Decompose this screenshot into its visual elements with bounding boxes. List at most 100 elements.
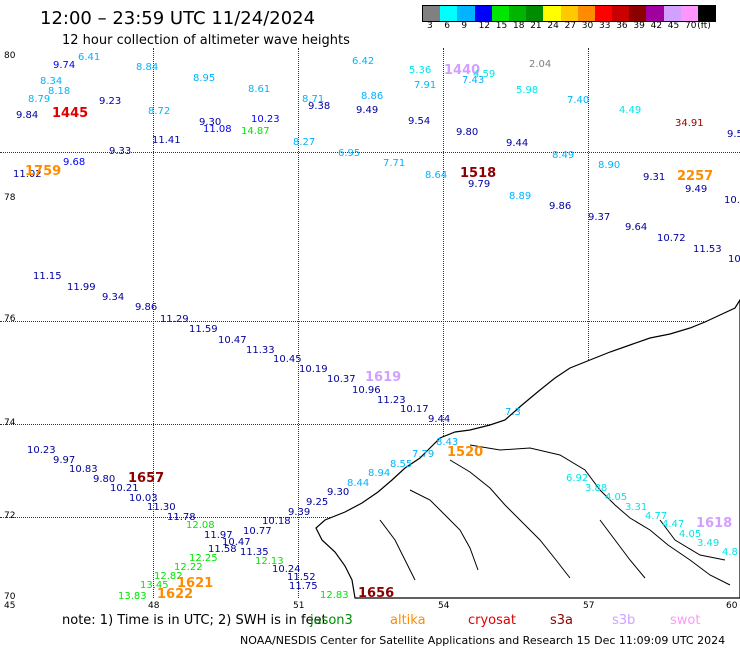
wave-height-label: 4.05 bbox=[679, 529, 702, 540]
wave-height-label: 8.90 bbox=[598, 160, 621, 171]
wave-height-label: 6.42 bbox=[352, 56, 375, 67]
wave-height-label: 7.79 bbox=[412, 449, 435, 460]
wave-height-label: 11.99 bbox=[67, 282, 96, 293]
color-scale-label: 9 bbox=[461, 21, 468, 31]
wave-height-label: 10. bbox=[724, 195, 740, 206]
grid-line-h bbox=[0, 152, 740, 153]
wave-height-label: 9.49 bbox=[685, 184, 708, 195]
legend-cryosat: cryosat bbox=[468, 613, 516, 628]
wave-height-label: 9.39 bbox=[288, 507, 311, 518]
wave-height-label: 11.02 bbox=[13, 169, 42, 180]
wave-height-label: 9.80 bbox=[93, 474, 116, 485]
color-scale-label: 6 bbox=[444, 21, 450, 31]
wave-height-label: 10.45 bbox=[273, 354, 302, 365]
wave-height-label: 10.19 bbox=[299, 364, 328, 375]
wave-height-label: 10.47 bbox=[218, 335, 247, 346]
wave-height-label: 11.08 bbox=[203, 124, 232, 135]
wave-height-label: 11.41 bbox=[152, 135, 181, 146]
wave-height-label: 12.82 bbox=[154, 571, 183, 582]
wave-height-label: 34.91 bbox=[675, 118, 704, 129]
wave-height-label: 1440 bbox=[444, 63, 481, 78]
wave-height-label: 9.97 bbox=[53, 455, 76, 466]
color-swatch bbox=[646, 6, 664, 21]
wave-height-label: 7.91 bbox=[414, 80, 437, 91]
wave-height-label: 9.86 bbox=[549, 201, 572, 212]
wave-height-label: 12.22 bbox=[174, 562, 203, 573]
wave-height-label: 9.49 bbox=[356, 105, 379, 116]
wave-height-label: 9.30 bbox=[199, 117, 222, 128]
color-swatch bbox=[508, 6, 527, 21]
color-scale-label: 36 bbox=[616, 21, 628, 31]
wave-height-label: 9.25 bbox=[306, 497, 329, 508]
wave-height-label: 8.95 bbox=[193, 73, 216, 84]
grid-line-v bbox=[443, 48, 444, 598]
x-tick-label: 60 bbox=[726, 601, 738, 611]
wave-height-label: 9.79 bbox=[468, 179, 491, 190]
wave-height-label: 8.49 bbox=[552, 150, 575, 161]
wave-height-label: 11.97 bbox=[204, 530, 233, 541]
grid-line-h bbox=[0, 321, 740, 322]
wave-height-label: 4.05 bbox=[605, 492, 628, 503]
wave-height-label: 12.25 bbox=[189, 553, 218, 564]
wave-height-label: 10.77 bbox=[243, 526, 272, 537]
wave-height-label: 10.21 bbox=[110, 483, 139, 494]
color-scale-label: 3 bbox=[427, 21, 433, 31]
wave-height-label: 9.68 bbox=[63, 157, 86, 168]
color-scale-label: 12 bbox=[478, 21, 491, 31]
wave-height-label: 1618 bbox=[696, 516, 733, 531]
color-swatch bbox=[663, 6, 681, 21]
color-scale-label: 45 bbox=[667, 21, 680, 31]
wave-height-label: 8.89 bbox=[509, 191, 532, 202]
wave-height-label: 11.15 bbox=[33, 271, 62, 282]
wave-height-label: 11.33 bbox=[246, 345, 275, 356]
wave-height-label: 7.3 bbox=[505, 407, 521, 418]
wave-height-label: 11.78 bbox=[167, 512, 196, 523]
wave-height-label: 11.29 bbox=[160, 314, 189, 325]
wave-height-label: 4.8 bbox=[722, 547, 738, 558]
wave-height-label: 8.27 bbox=[293, 137, 316, 148]
color-scale-label: 18 bbox=[513, 21, 525, 31]
wave-height-label: 1518 bbox=[460, 166, 497, 181]
wave-height-label: 14.87 bbox=[241, 126, 270, 137]
color-swatch bbox=[594, 6, 613, 21]
wave-height-label: 2257 bbox=[677, 169, 714, 184]
wave-height-label: 11.52 bbox=[287, 572, 316, 583]
color-scale-label: (ft) bbox=[697, 21, 711, 31]
color-swatch bbox=[698, 6, 716, 21]
wave-height-label: 1657 bbox=[128, 471, 165, 486]
wave-height-label: 9.86 bbox=[135, 302, 158, 313]
wave-height-label: 8.18 bbox=[48, 86, 71, 97]
map-title: 12:00 – 23:59 UTC 11/24/2024 bbox=[40, 8, 316, 29]
wave-height-label: 9.31 bbox=[643, 172, 666, 183]
legend-altika: altika bbox=[390, 613, 426, 628]
color-swatch bbox=[423, 6, 441, 21]
wave-height-label: 11.35 bbox=[240, 547, 269, 558]
wave-height-label: 8.84 bbox=[136, 62, 159, 73]
wave-height-label: 10.72 bbox=[657, 233, 686, 244]
wave-height-label: 9.64 bbox=[625, 222, 648, 233]
color-swatch bbox=[491, 6, 509, 21]
wave-height-label: 10.18 bbox=[262, 516, 291, 527]
wave-height-label: 8.64 bbox=[425, 170, 448, 181]
y-tick-label: 78 bbox=[4, 193, 16, 203]
wave-height-label: 9.54 bbox=[408, 116, 431, 127]
wave-height-label: 10.37 bbox=[327, 374, 356, 385]
wave-height-label: 4.49 bbox=[619, 105, 642, 116]
wave-height-label: 9.5 bbox=[727, 129, 740, 140]
wave-height-label: 4.59 bbox=[473, 69, 496, 80]
wave-height-label: 10.96 bbox=[352, 385, 381, 396]
color-swatch bbox=[560, 6, 578, 21]
wave-height-label: 6.41 bbox=[78, 52, 101, 63]
wave-height-label: 10.23 bbox=[251, 114, 280, 125]
wave-height-label: 12.83 bbox=[320, 590, 349, 601]
wave-height-label: 11.53 bbox=[693, 244, 722, 255]
color-scale-bar bbox=[422, 5, 717, 22]
wave-height-label: 8.72 bbox=[148, 106, 171, 117]
wave-height-label: 5.98 bbox=[516, 85, 539, 96]
legend-jason3: jason3 bbox=[310, 613, 353, 628]
y-tick-label: 76 bbox=[4, 314, 16, 324]
wave-height-label: 10.47 bbox=[222, 537, 251, 548]
wave-height-label: 8.55 bbox=[390, 459, 413, 470]
